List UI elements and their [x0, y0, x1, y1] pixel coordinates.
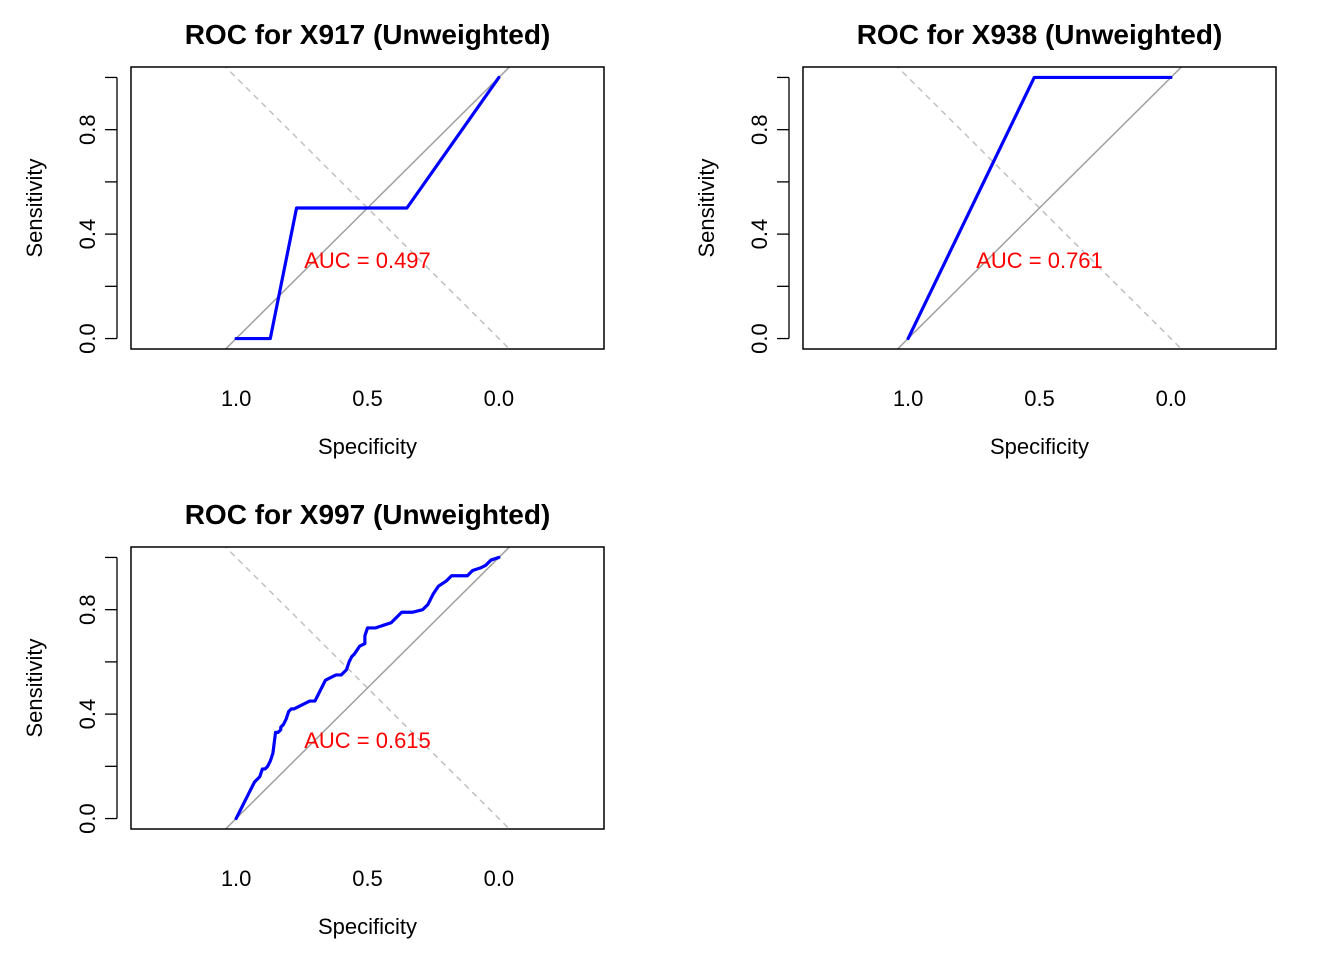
y-tick-label: 0.0	[75, 803, 100, 834]
roc-panel-2: ROC for X938 (Unweighted) AUC = 0.761 1.0 0…	[694, 19, 1277, 459]
y-axis-label: Sensitivity	[22, 638, 47, 737]
x-axis-label: Specificity	[318, 914, 417, 939]
x-axis-label: Specificity	[318, 434, 417, 459]
auc-label: AUC = 0.761	[976, 248, 1103, 273]
x-tick-label: 0.5	[352, 866, 383, 891]
plot-frame	[130, 546, 605, 830]
x-tick-label: 0.0	[484, 866, 515, 891]
y-tick-label: 0.4	[75, 699, 100, 730]
roc-panel-1: ROC for X917 (Unweighted) AUC = 0.497 1.0 0…	[22, 19, 605, 459]
reference-diagonal-line	[224, 547, 511, 829]
crossing-dashed-line	[896, 67, 1183, 349]
roc-curve-line	[234, 555, 501, 821]
y-tick-label: 0.4	[747, 219, 772, 250]
y-tick-label: 0.8	[747, 114, 772, 145]
reference-diagonal-line	[896, 67, 1183, 349]
auc-label: AUC = 0.615	[304, 728, 431, 753]
chart-title: ROC for X938 (Unweighted)	[857, 19, 1223, 50]
chart-title: ROC for X997 (Unweighted)	[185, 499, 551, 530]
y-tick-label: 0.0	[747, 323, 772, 354]
plot-frame	[130, 66, 605, 350]
plot-area	[896, 67, 1183, 349]
x-tick-label: 1.0	[221, 386, 252, 411]
plot-frame	[802, 66, 1277, 350]
y-tick-label: 0.8	[75, 114, 100, 145]
y-axis-label: Sensitivity	[694, 158, 719, 257]
crossing-dashed-line	[224, 547, 511, 829]
x-axis-label: Specificity	[990, 434, 1089, 459]
chart-title: ROC for X917 (Unweighted)	[185, 19, 551, 50]
y-axis-label: Sensitivity	[22, 158, 47, 257]
plot-area	[224, 547, 511, 829]
x-tick-label: 0.5	[1024, 386, 1055, 411]
x-tick-label: 1.0	[893, 386, 924, 411]
roc-curve-line	[234, 75, 501, 341]
roc-panel-3: ROC for X997 (Unweighted) AUC = 0.615 1.0 0…	[22, 499, 605, 939]
x-tick-label: 0.0	[1156, 386, 1187, 411]
auc-label: AUC = 0.497	[304, 248, 431, 273]
x-tick-label: 0.0	[484, 386, 515, 411]
x-tick-label: 0.5	[352, 386, 383, 411]
y-tick-label: 0.4	[75, 219, 100, 250]
crossing-dashed-line	[224, 67, 511, 349]
roc-curve-line	[906, 75, 1173, 341]
x-tick-label: 1.0	[221, 866, 252, 891]
y-tick-label: 0.8	[75, 594, 100, 625]
y-tick-label: 0.0	[75, 323, 100, 354]
plot-area	[224, 67, 511, 349]
